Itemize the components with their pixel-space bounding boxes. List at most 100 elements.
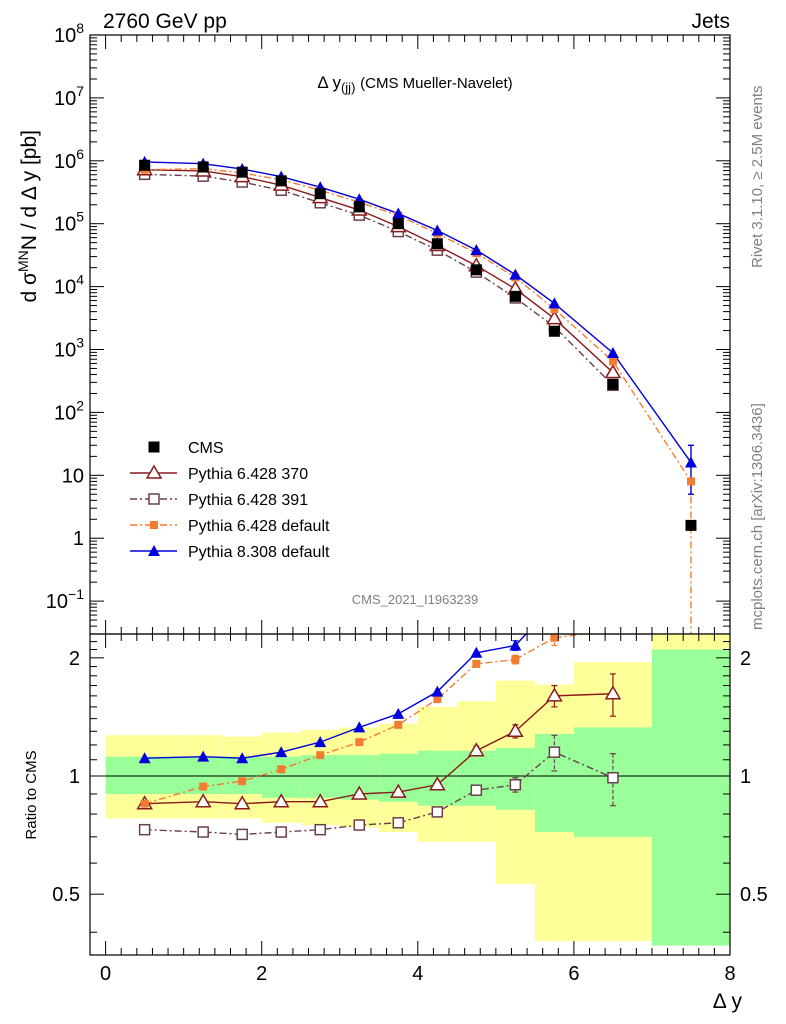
main-y-tick-label: 103 <box>54 335 84 362</box>
mcplots-label: mcplots.cern.ch [arXiv:1306.3436] <box>749 403 766 630</box>
main-y-tick-label: 104 <box>54 272 84 299</box>
ratio-point-pythia-6-428-default <box>277 765 286 774</box>
header-left: 2760 GeV pp <box>103 10 227 33</box>
ratio-point-pythia-6-428-391 <box>548 746 561 758</box>
legend-marker-pythia-6-428-default <box>150 521 158 529</box>
main-title-var: Δ y <box>317 73 341 92</box>
ratio-point-pythia-6-428-391 <box>509 779 522 791</box>
legend-label-pythia-6-428-391: Pythia 6.428 391 <box>188 492 308 509</box>
legend-marker-pythia-8-308-default <box>148 545 160 556</box>
ratio-point-pythia-6-428-391 <box>392 817 405 829</box>
main-y-tick-label: 106 <box>54 146 84 173</box>
main-point-cms <box>353 201 365 213</box>
main-point-pythia-8-308-default <box>431 224 444 236</box>
main-y-tick-label-exp: −1 <box>68 586 84 602</box>
ratio-y-tick-label-right: 1 <box>740 766 751 788</box>
main-y-tick-label-exp: 6 <box>76 146 84 162</box>
ratio-point-pythia-6-428-370 <box>389 783 407 798</box>
rivet-label: Rivet 3.1.10, ≥ 2.5M events <box>749 86 766 269</box>
main-y-tick-label: 107 <box>54 83 84 110</box>
header-right: Jets <box>691 10 730 33</box>
main-point-pythia-8-308-default <box>392 207 405 219</box>
main-y-tick-label-base: 10 <box>62 465 84 487</box>
ratio-point-pythia-8-308-default <box>197 750 210 762</box>
legend-label-pythia-6-428-default: Pythia 6.428 default <box>188 518 330 535</box>
ratio-point-pythia-6-428-391 <box>275 826 287 838</box>
main-point-pythia-6-428-default <box>608 357 617 366</box>
main-frame <box>89 34 731 635</box>
main-point-cms <box>139 159 151 171</box>
band-inner-bin <box>651 649 730 946</box>
legend-item-pythia-6-428-370: Pythia 6.428 370 <box>130 464 308 483</box>
main-point-pythia-8-308-default <box>606 346 619 358</box>
ratio-point-pythia-6-428-default <box>472 659 481 668</box>
main-title-sub: (jj) <box>341 80 355 95</box>
legend-marker-cms <box>148 441 160 453</box>
main-line-pythia-8-308-default <box>144 161 692 463</box>
ratio-point-pythia-8-308-default <box>353 721 366 733</box>
ratio-point-pythia-8-308-default <box>275 746 288 758</box>
main-y-tick-label: 10 <box>62 465 84 487</box>
main-y-tick-label: 10−1 <box>46 586 84 613</box>
main-point-pythia-8-308-default <box>509 268 522 280</box>
ratio-point-pythia-6-428-391 <box>431 806 444 818</box>
x-tick-label: 2 <box>256 963 267 985</box>
main-y-tick-label-exp: 5 <box>76 209 84 225</box>
ratio-point-pythia-6-428-391 <box>138 823 151 836</box>
main-y-tick-label-exp: 4 <box>76 272 84 288</box>
main-y-tick-label: 102 <box>54 397 84 424</box>
ratio-point-pythia-8-308-default <box>138 752 151 764</box>
main-y-tick-label-base: 10 <box>54 214 76 236</box>
ratio-point-pythia-6-428-370 <box>604 685 622 700</box>
ratio-line-pythia-6-428-391 <box>144 751 614 836</box>
ratio-point-pythia-6-428-default <box>199 782 208 791</box>
legend: CMS Pythia 6.428 370 Pythia 6.428 391 Pythi… <box>130 440 330 561</box>
ratio-y-tick-label: 1 <box>69 766 80 788</box>
main-title: Δ y(jj) (CMS Mueller-Navelet) <box>317 73 512 95</box>
legend-label-pythia-8-308-default: Pythia 8.308 default <box>188 544 330 561</box>
ratio-point-pythia-8-308-default <box>431 685 444 697</box>
ratio-point-pythia-8-308-default <box>548 598 560 609</box>
ratio-point-pythia-6-428-default <box>140 799 149 808</box>
x-tick-label: 6 <box>568 963 579 985</box>
main-y-axis-label-b: N / d Δ y [pb] <box>18 130 41 250</box>
analysis-watermark: CMS_2021_I1963239 <box>352 592 479 607</box>
ratio-point-pythia-8-308-default <box>236 752 249 764</box>
ratio-point-pythia-6-428-391 <box>314 823 326 836</box>
x-tick-label: 0 <box>100 963 111 985</box>
main-point-pythia-6-428-370 <box>604 364 622 379</box>
x-tick-label: 8 <box>724 963 735 985</box>
ratio-point-pythia-6-428-370 <box>350 785 368 800</box>
ratio-point-pythia-6-428-370 <box>546 687 563 702</box>
main-y-tick-label-exp: 7 <box>76 83 84 99</box>
main-point-pythia-6-428-default <box>550 305 559 314</box>
ratio-point-pythia-6-428-default <box>608 634 617 635</box>
ratio-y-tick-label: 2 <box>69 648 80 670</box>
ratio-point-pythia-6-428-default <box>316 751 325 760</box>
legend-marker-pythia-6-428-391 <box>148 493 160 505</box>
main-point-cms <box>548 325 560 337</box>
main-y-tick-label-base: 10 <box>54 340 76 362</box>
ratio-point-pythia-6-428-default <box>433 695 442 704</box>
main-y-tick-label-base: 10 <box>46 591 68 613</box>
main-y-axis-label: d σMNN / d Δ y [pb] <box>15 130 41 303</box>
ratio-point-pythia-6-428-default <box>238 777 247 786</box>
main-y-tick-label-exp: 3 <box>76 335 84 351</box>
main-point-cms <box>685 519 697 531</box>
main-point-cms <box>275 175 287 187</box>
ratio-point-pythia-6-428-default <box>355 738 364 747</box>
ratio-y-axis-label: Ratio to CMS <box>23 750 40 839</box>
main-y-tick-label: 108 <box>54 20 84 47</box>
main-y-tick-label: 1 <box>73 528 84 550</box>
ratio-point-pythia-6-428-370 <box>194 793 212 808</box>
main-y-axis-label-sup: MN <box>15 250 31 272</box>
main-point-cms <box>509 290 521 302</box>
main-y-tick-label-base: 10 <box>54 277 76 299</box>
x-tick-label: 4 <box>412 963 423 985</box>
ratio-point-pythia-6-428-default <box>394 720 403 729</box>
main-line-pythia-6-428-default <box>144 167 692 482</box>
ratio-point-pythia-6-428-391 <box>236 828 248 841</box>
band-inner-bin <box>456 750 496 806</box>
